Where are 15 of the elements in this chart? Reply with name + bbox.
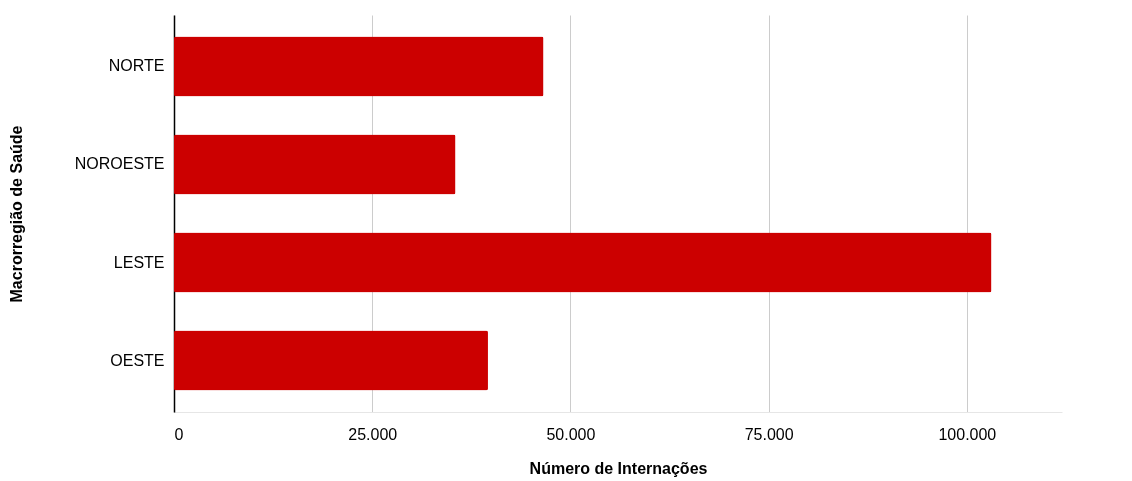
bar	[174, 36, 544, 97]
x-axis-title: Número de Internações	[529, 459, 708, 477]
y-tick-label: NOROESTE	[74, 155, 165, 173]
x-tick-label: 75.000	[744, 425, 794, 443]
x-tick-label: 100.000	[938, 425, 997, 443]
bar	[174, 134, 456, 195]
x-tick-label: 0	[174, 425, 184, 443]
y-tick-label: NORTE	[108, 57, 165, 75]
x-tick-label: 50.000	[546, 425, 596, 443]
bar	[174, 232, 992, 293]
y-tick-label: LESTE	[113, 253, 165, 271]
y-axis-title: Macrorregião de Saúde	[7, 125, 25, 303]
y-tick-label: OESTE	[110, 351, 165, 369]
x-tick-label: 25.000	[348, 425, 398, 443]
bar	[174, 330, 488, 391]
